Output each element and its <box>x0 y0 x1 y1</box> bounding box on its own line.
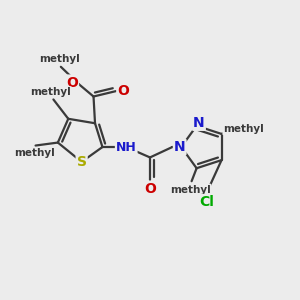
Text: S: S <box>76 155 87 169</box>
Text: methyl: methyl <box>30 87 71 97</box>
Text: N: N <box>174 140 185 154</box>
Text: O: O <box>117 84 129 98</box>
Text: N: N <box>193 116 205 130</box>
Text: O: O <box>66 76 78 89</box>
Text: methyl: methyl <box>14 148 55 158</box>
Text: methyl: methyl <box>170 184 211 194</box>
Text: NH: NH <box>116 140 136 154</box>
Text: methyl: methyl <box>223 124 264 134</box>
Text: methyl: methyl <box>39 54 80 64</box>
Text: O: O <box>144 182 156 196</box>
Text: Cl: Cl <box>199 195 214 209</box>
